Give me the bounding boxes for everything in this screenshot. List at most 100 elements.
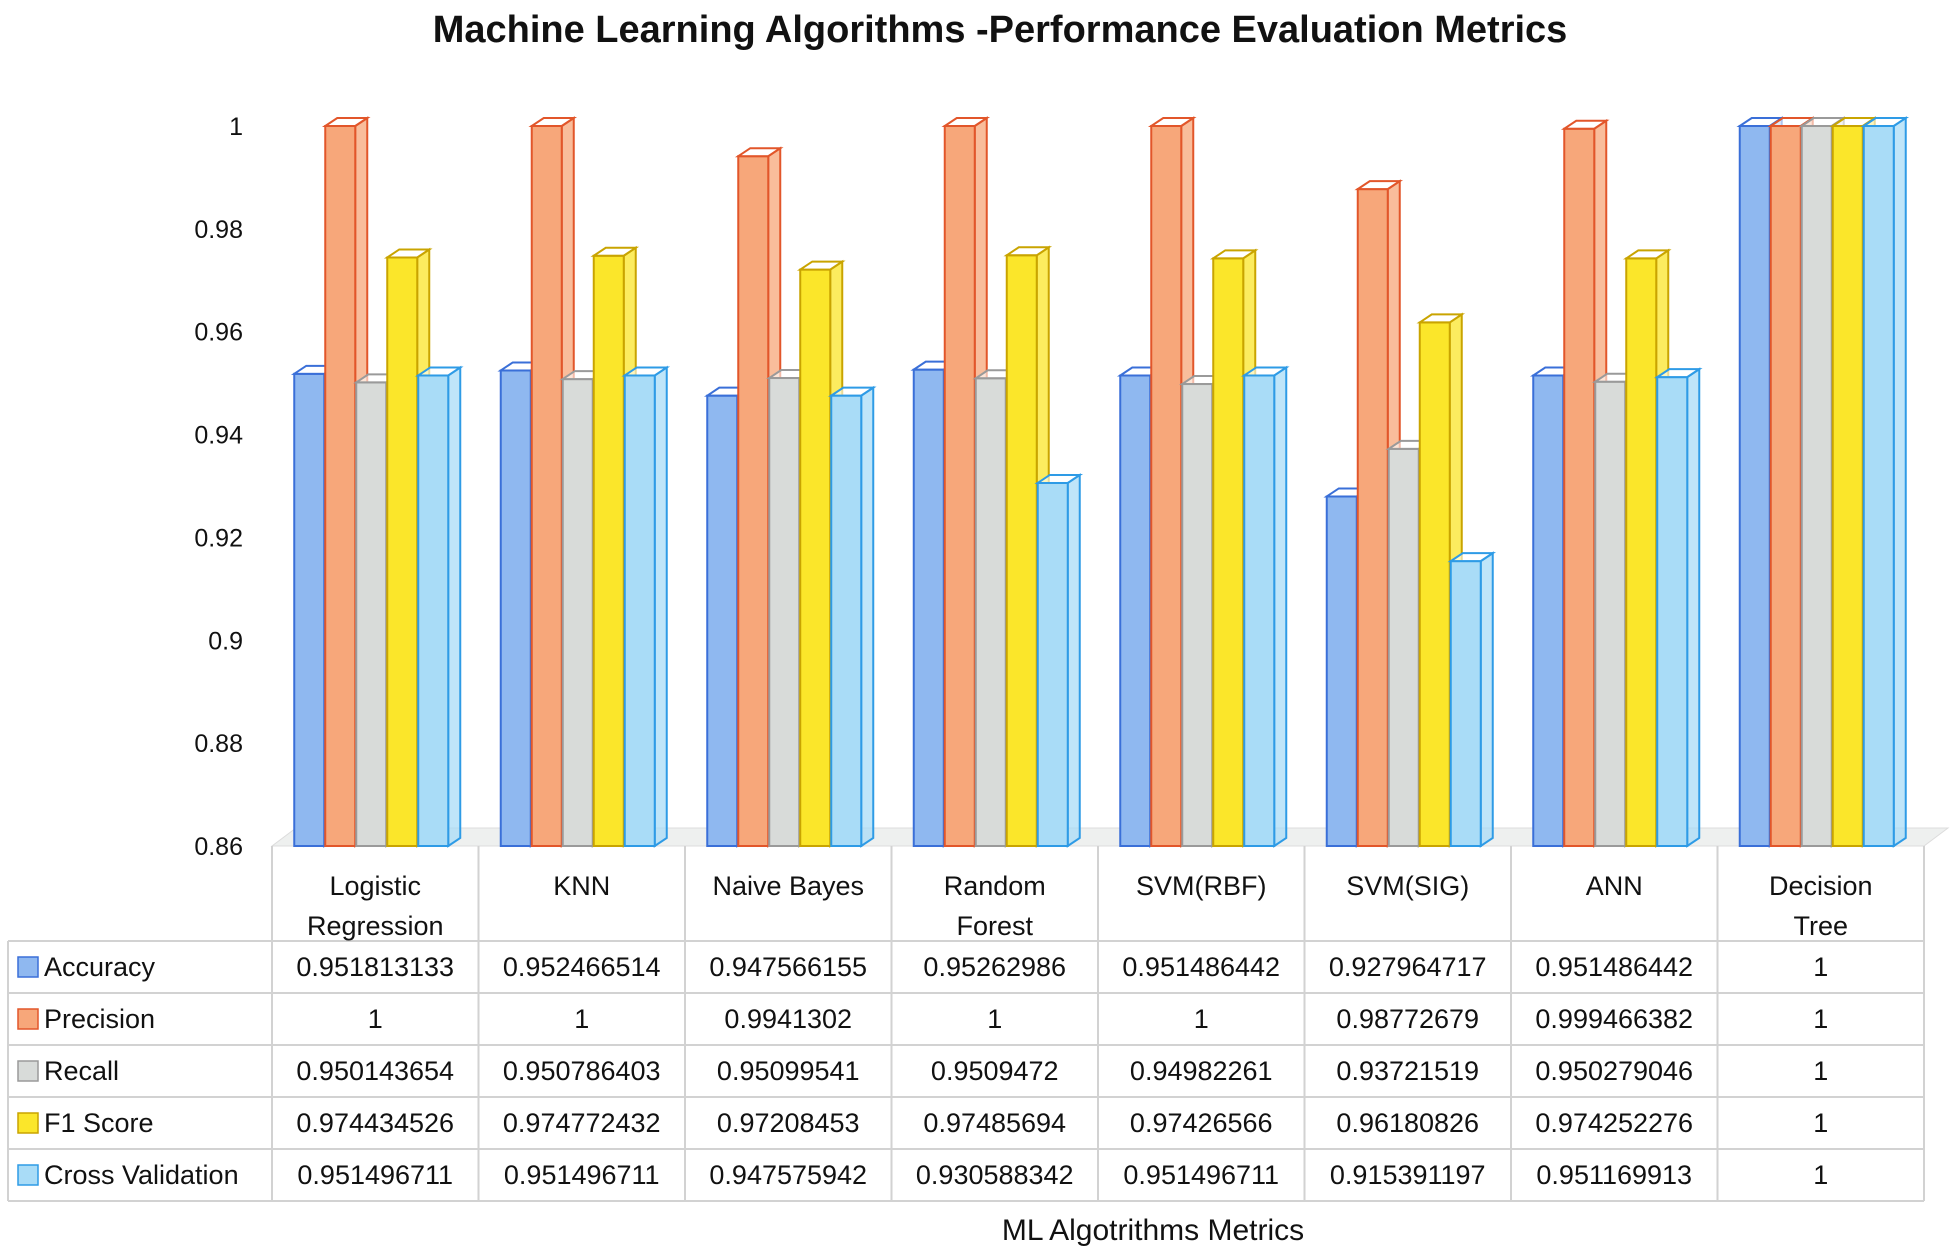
bar-top-face [827,386,877,397]
bar-front-face [1769,125,1802,847]
x-axis-label: ML Algotrithms Metrics [1002,1214,1304,1247]
table-cell-value: 0.974252276 [1535,1108,1693,1138]
y-tick-label: 0.88 [194,730,243,758]
table-cell-value: 1 [1813,1056,1828,1086]
bar-top-face [321,117,371,127]
category-label: Regression [307,911,444,941]
table-cell-value: 0.999466382 [1535,1004,1693,1034]
table-cell-value: 0.97426566 [1130,1108,1273,1138]
legend-swatch [17,1164,39,1186]
bar-top-face [1560,119,1610,130]
table-cell-value: 0.947566155 [709,952,867,982]
category-label: Decision [1769,871,1873,901]
table-cell-value: 0.951169913 [1536,1160,1692,1190]
bar-front-face [1243,374,1276,847]
bar-front-face [1181,383,1214,847]
chart-title: Machine Learning Algorithms -Performance… [433,9,1568,51]
bar-top-face [1416,313,1466,324]
table-cell-value: 0.951496711 [1123,1160,1279,1190]
table-cell-value: 0.930588342 [916,1160,1074,1190]
bar-front-face [912,368,945,847]
bar-front-face [1325,495,1358,847]
table-cell-value: 1 [1194,1004,1209,1034]
bar-side-face [653,365,668,848]
table-cell-value: 0.951496711 [504,1160,660,1190]
bar-front-face [386,256,419,848]
bar-front-face [943,125,976,847]
table-cell-value: 0.94982261 [1130,1056,1273,1086]
table-cell-value: 0.97208453 [717,1108,860,1138]
bar-top-face [1240,366,1290,377]
table-cell-value: 0.974434526 [296,1108,454,1138]
category-label: KNN [553,871,610,901]
legend-label: Accuracy [44,952,156,982]
bar-side-face [1066,473,1081,848]
bar-front-face [1625,257,1658,847]
bar-front-face [1036,481,1069,847]
legend-swatch [17,956,39,978]
bar-front-face [499,369,532,847]
table-cell-value: 0.93721519 [1336,1056,1479,1086]
bar-front-face [1449,560,1482,847]
table-cell-value: 0.950279046 [1535,1056,1693,1086]
legend-swatch [17,1112,39,1134]
category-label: Forest [956,911,1033,941]
bar-top-face [941,117,991,127]
table-cell-value: 0.951486442 [1535,952,1693,982]
table-cell-value: 0.97485694 [923,1108,1066,1138]
table-cell-value: 0.915391197 [1330,1160,1486,1190]
bars-group [290,116,1910,848]
table-cell-value: 0.950786403 [503,1056,661,1086]
bar-front-face [1418,321,1451,847]
table-cell-value: 1 [1813,1004,1828,1034]
table-cell-value: 0.9941302 [724,1004,852,1034]
table-cell-value: 0.974772432 [503,1108,661,1138]
bar-front-face [1800,125,1833,847]
bar-front-face [1150,125,1183,847]
bar-front-face [1387,447,1420,847]
bar-front-face [1212,257,1245,847]
bar-front-face [830,394,863,847]
y-tick-label: 0.9 [208,627,243,655]
y-tick-label: 0.96 [194,319,243,347]
table-cell-value: 0.947575942 [709,1160,867,1190]
bar-top-face [796,260,846,271]
table-cell-value: 0.9509472 [931,1056,1059,1086]
legend-swatch [17,1060,39,1082]
legend-label: Precision [44,1004,155,1034]
bar-front-face [1862,125,1895,847]
bar-front-face [768,377,801,847]
bar-front-face [355,381,388,847]
bar-front-face [530,125,563,847]
bar-top-face [383,248,433,259]
bar-top-face [1622,249,1672,260]
table-row: Precision 1 1 0.9941302 1 1 0.98772679 0.999466… [17,1004,1828,1034]
legend-label: Recall [44,1056,119,1086]
bar-top-face [621,366,671,377]
bar-top-face [528,117,578,127]
category-label: SVM(RBF) [1136,871,1267,901]
table-cell-value: 1 [1813,1160,1828,1190]
y-tick-label: 0.98 [194,216,243,244]
category-label: ANN [1586,871,1643,901]
bar-front-face [1738,125,1771,847]
bar-side-face [1273,365,1288,848]
bar-side-face [1686,367,1701,848]
bar-side-face [1479,551,1494,848]
legend-label: F1 Score [44,1108,154,1138]
bar-front-face [324,125,357,847]
bar-front-face [1005,254,1038,847]
bar-front-face [561,378,594,847]
y-tick-label: 0.86 [194,833,243,861]
bar-front-face [1119,374,1152,847]
bar-top-face [1653,368,1703,379]
category-label: SVM(SIG) [1346,871,1469,901]
bar-cross-validation [827,385,877,848]
bar-top-face [1447,552,1497,563]
bar-front-face [1656,376,1689,847]
category-label: Naive Bayes [712,871,864,901]
table-cell-value: 1 [1813,952,1828,982]
bar-cross-validation [1653,367,1703,848]
bar-side-face [447,365,462,848]
bar-front-face [293,372,326,847]
